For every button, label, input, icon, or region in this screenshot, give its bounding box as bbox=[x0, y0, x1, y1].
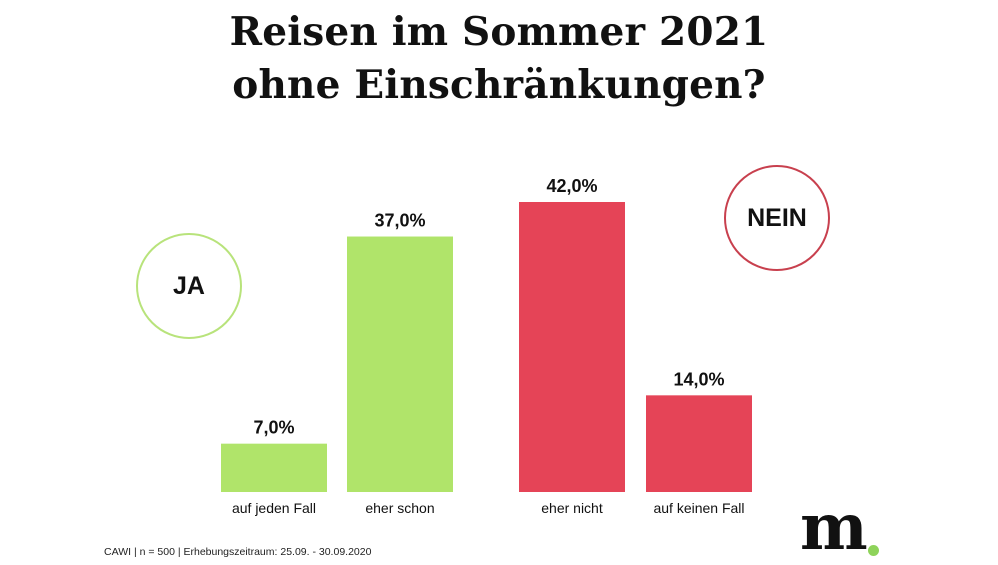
title-line-1: Reisen im Sommer 2021 bbox=[229, 9, 769, 55]
bar-3 bbox=[646, 395, 752, 492]
category-label-0: auf jeden Fall bbox=[232, 500, 316, 516]
brand-logo: m bbox=[800, 496, 868, 560]
logo-letter: m bbox=[800, 490, 868, 565]
chart-title: Reisen im Sommer 2021 ohne Einschränkung… bbox=[0, 6, 998, 112]
category-label-1: eher schon bbox=[365, 500, 434, 516]
survey-footnote: CAWI | n = 500 | Erhebungszeitraum: 25.0… bbox=[104, 546, 372, 558]
value-label-3: 14,0% bbox=[673, 369, 724, 389]
bar-1 bbox=[347, 236, 453, 492]
ja-circle-badge: JA bbox=[136, 233, 242, 339]
bar-2 bbox=[519, 202, 625, 492]
ja-label: JA bbox=[173, 271, 205, 300]
bar-0 bbox=[221, 443, 327, 492]
category-label-3: auf keinen Fall bbox=[653, 500, 744, 516]
value-label-1: 37,0% bbox=[374, 211, 425, 231]
nein-label: NEIN bbox=[747, 203, 807, 232]
logo-dot-icon bbox=[868, 545, 879, 556]
value-label-2: 42,0% bbox=[546, 176, 597, 196]
title-line-2: ohne Einschränkungen? bbox=[232, 62, 766, 108]
category-label-2: eher nicht bbox=[541, 500, 603, 516]
nein-circle-badge: NEIN bbox=[724, 165, 830, 271]
value-label-0: 7,0% bbox=[253, 418, 294, 438]
